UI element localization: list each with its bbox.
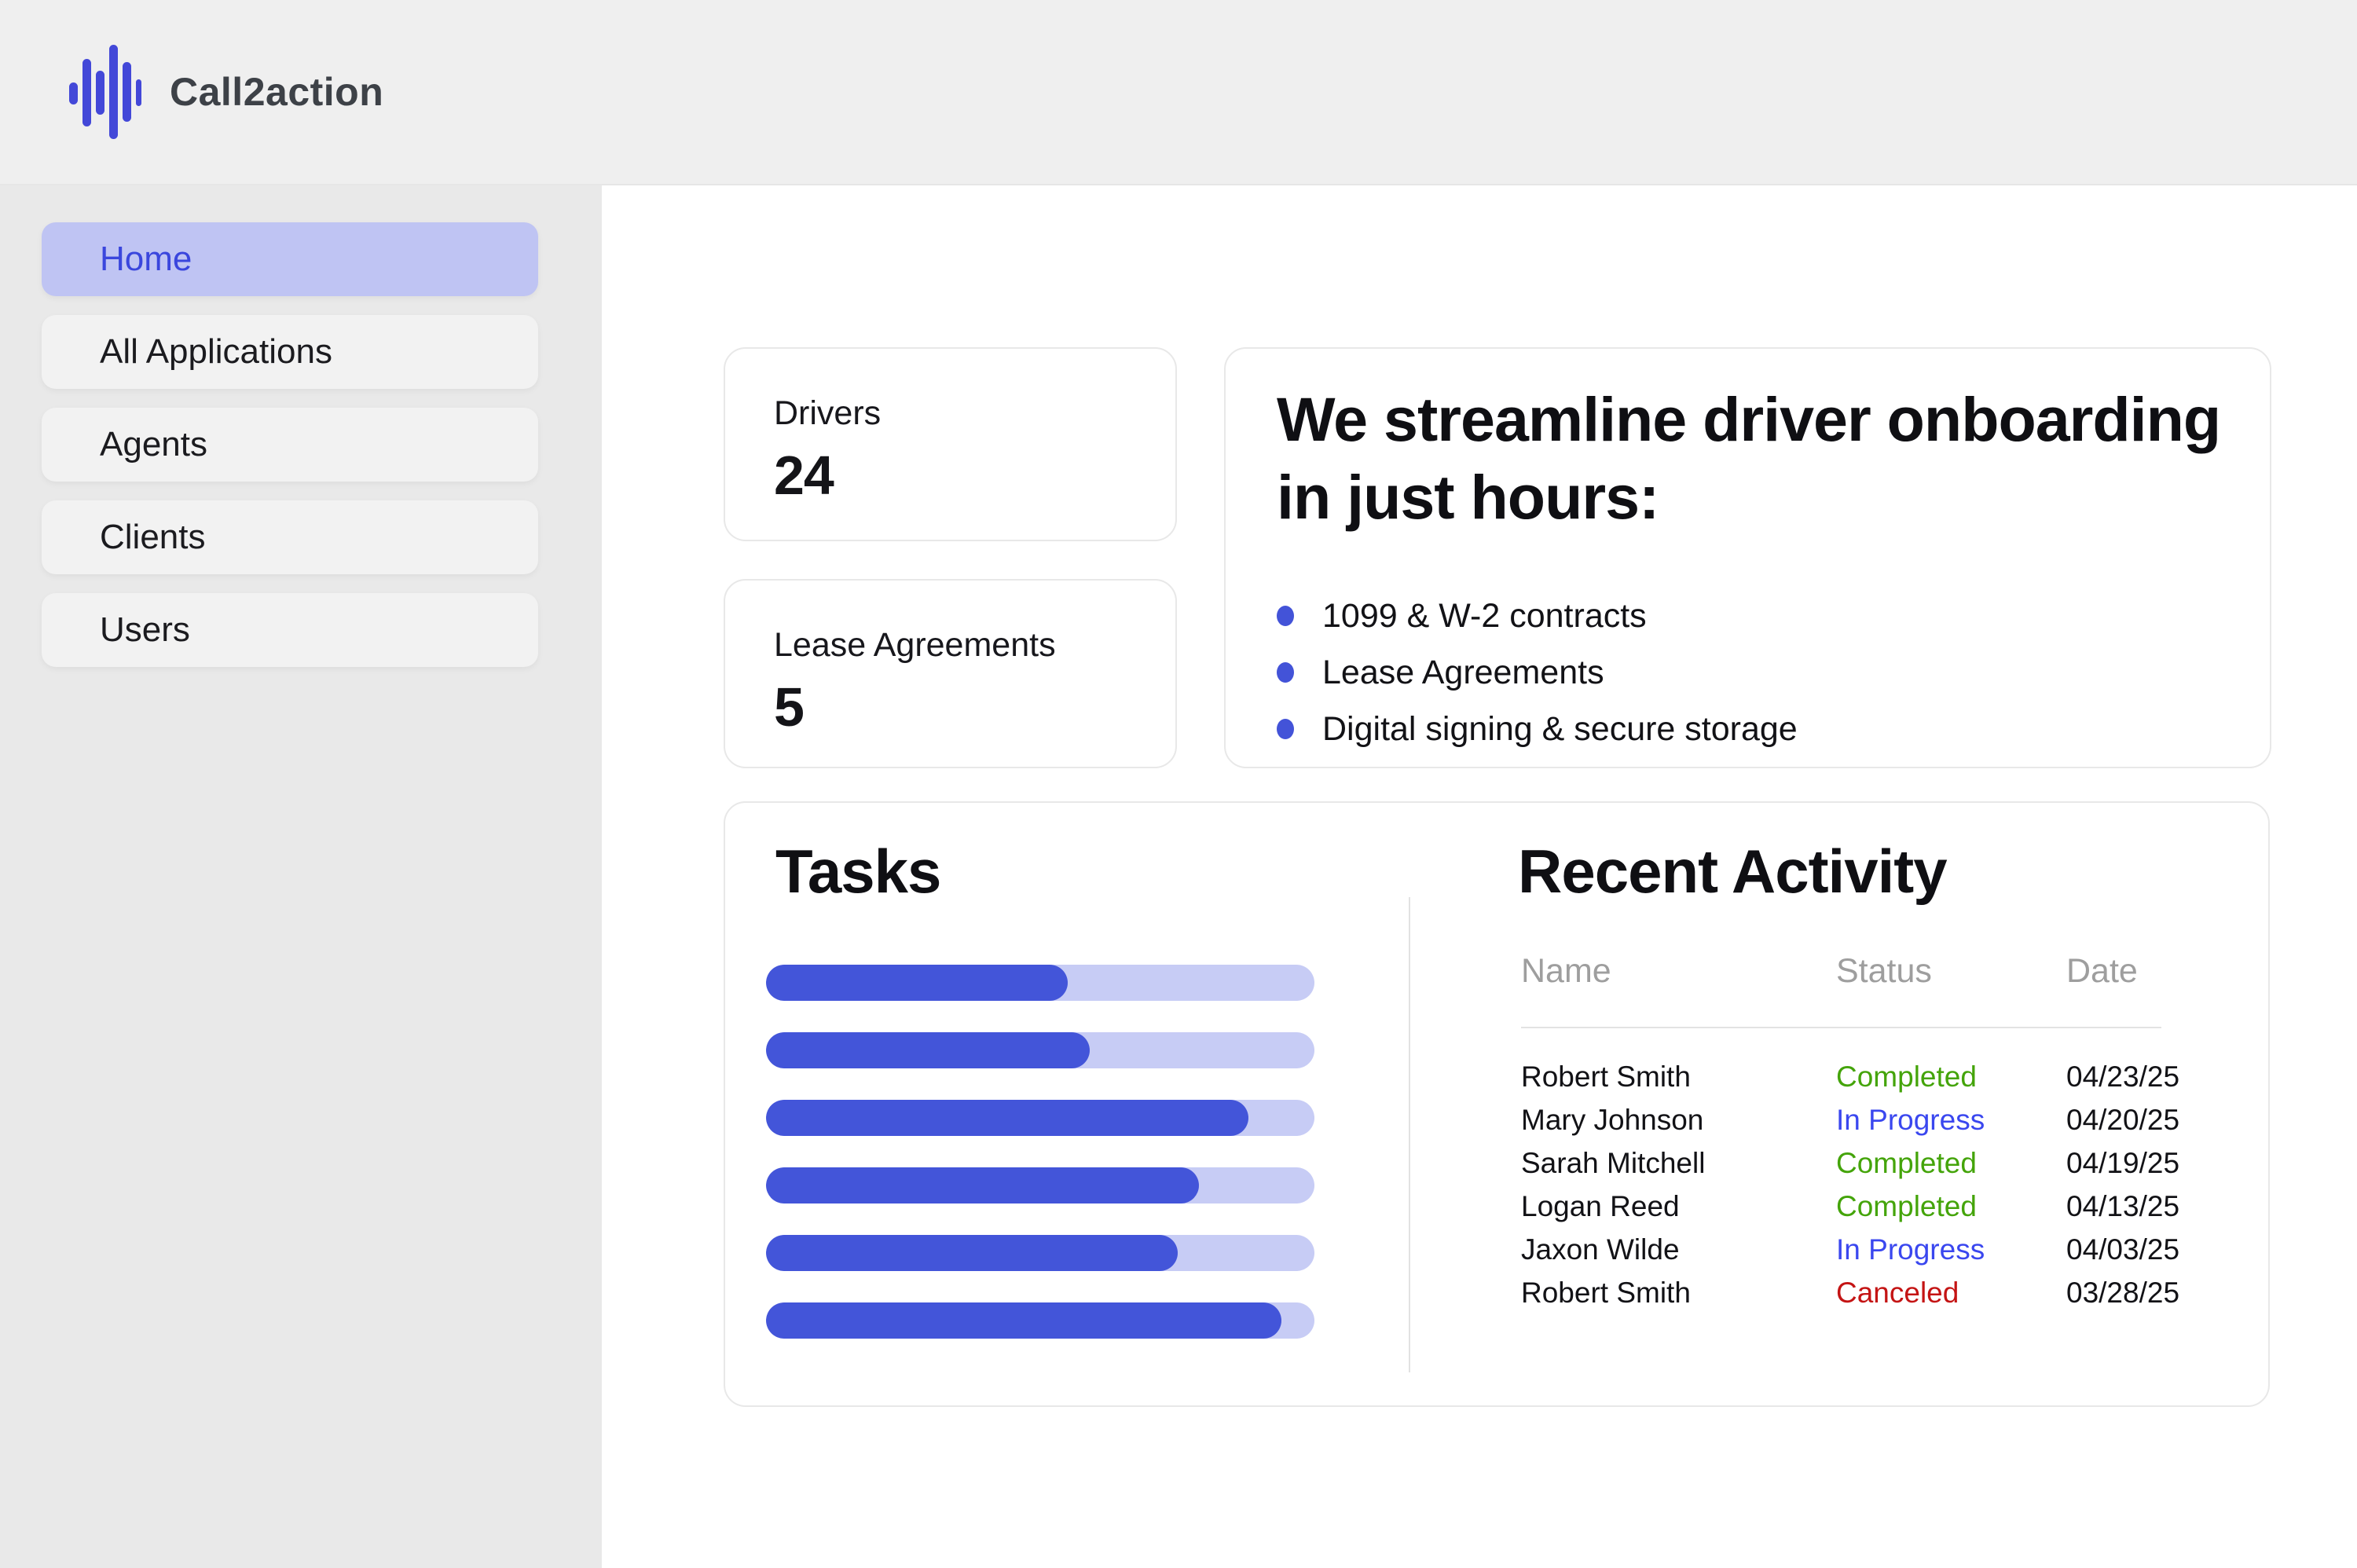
sidebar-item-label: Agents	[100, 425, 207, 463]
sidebar-item-agents[interactable]: Agents	[42, 408, 538, 482]
bullet-text: Digital signing & secure storage	[1322, 709, 1798, 748]
sidebar-item-label: Users	[100, 610, 190, 649]
task-progress-bar	[766, 1100, 1314, 1136]
bullet-dot-icon	[1277, 719, 1294, 739]
column-header-name: Name	[1521, 952, 1611, 990]
lease-agreements-count: 5	[774, 676, 805, 738]
panel-divider	[1409, 897, 1410, 1372]
drivers-label: Drivers	[774, 394, 882, 432]
brand-name: Call2action	[170, 70, 384, 114]
hero-title: We streamline driver onboarding in just …	[1277, 380, 2270, 536]
recent-activity-title: Recent Activity	[1518, 837, 1948, 906]
tasks-activity-card: Tasks Recent Activity	[724, 801, 2270, 1407]
sidebar-item-all-applications[interactable]: All Applications	[42, 315, 538, 389]
hero-title-line1: We streamline driver onboarding	[1277, 384, 2221, 454]
task-progress-fill	[766, 965, 1068, 1001]
cell-date: 04/20/25	[2066, 1103, 2180, 1136]
cell-date: 04/03/25	[2066, 1233, 2180, 1266]
status-badge: In Progress	[1836, 1103, 1985, 1136]
hero-title-line2: in just hours:	[1277, 462, 1659, 532]
lease-agreements-label: Lease Agreements	[774, 626, 1056, 664]
column-header-status: Status	[1836, 952, 1932, 990]
cell-name: Mary Johnson	[1521, 1103, 1704, 1136]
task-progress-fill	[766, 1235, 1178, 1271]
task-progress-fill	[766, 1100, 1249, 1136]
cell-name: Logan Reed	[1521, 1189, 1680, 1222]
cell-name: Sarah Mitchell	[1521, 1146, 1706, 1179]
column-header-date: Date	[2066, 952, 2138, 990]
drivers-stat-card: Drivers 24	[724, 347, 1177, 541]
table-row: Robert Smith Completed 04/23/25	[1521, 1055, 2180, 1098]
cell-date: 04/23/25	[2066, 1060, 2180, 1093]
lease-agreements-stat-card: Lease Agreements 5	[724, 579, 1177, 768]
list-item: 1099 & W-2 contracts	[1277, 588, 2270, 644]
task-progress-fill	[766, 1032, 1090, 1068]
onboarding-hero-card: We streamline driver onboarding in just …	[1224, 347, 2271, 768]
task-progress-fill	[766, 1302, 1282, 1339]
bullet-text: Lease Agreements	[1322, 653, 1604, 691]
task-progress-bar	[766, 965, 1314, 1001]
cell-name: Robert Smith	[1521, 1060, 1691, 1093]
task-progress-bar	[766, 1235, 1314, 1271]
table-header-row: Name Status Date	[1521, 952, 2161, 991]
list-item: Lease Agreements	[1277, 644, 2270, 701]
cell-name: Jaxon Wilde	[1521, 1233, 1680, 1266]
table-header-rule	[1521, 1027, 2161, 1028]
table-row: Jaxon Wilde In Progress 04/03/25	[1521, 1228, 2180, 1271]
task-progress-fill	[766, 1167, 1200, 1203]
sidebar: Home All Applications Agents Clients Use…	[0, 185, 602, 1568]
bullet-dot-icon	[1277, 606, 1294, 626]
task-progress-bar	[766, 1032, 1314, 1068]
sidebar-item-label: All Applications	[100, 332, 332, 371]
bullet-text: 1099 & W-2 contracts	[1322, 596, 1647, 635]
brand: Call2action	[69, 0, 383, 184]
bullet-dot-icon	[1277, 662, 1294, 683]
status-badge: Completed	[1836, 1189, 1977, 1222]
sidebar-item-clients[interactable]: Clients	[42, 500, 538, 574]
tasks-title: Tasks	[775, 837, 941, 906]
list-item: Digital signing & secure storage	[1277, 701, 2270, 757]
app-header: Call2action	[0, 0, 2357, 185]
table-row: Mary Johnson In Progress 04/20/25	[1521, 1098, 2180, 1141]
sidebar-item-label: Home	[100, 240, 192, 278]
status-badge: Completed	[1836, 1146, 1977, 1179]
sidebar-item-label: Clients	[100, 518, 206, 556]
task-progress-bar	[766, 1302, 1314, 1339]
table-row: Logan Reed Completed 04/13/25	[1521, 1185, 2180, 1228]
status-badge: Canceled	[1836, 1276, 1959, 1309]
status-badge: Completed	[1836, 1060, 1977, 1093]
task-progress-bar	[766, 1167, 1314, 1203]
cell-date: 04/19/25	[2066, 1146, 2180, 1179]
sidebar-item-home[interactable]: Home	[42, 222, 538, 296]
status-badge: In Progress	[1836, 1233, 1985, 1266]
hero-bullet-list: 1099 & W-2 contracts Lease Agreements Di…	[1277, 588, 2270, 757]
soundwave-logo-icon	[69, 45, 141, 139]
cell-date: 03/28/25	[2066, 1276, 2180, 1309]
drivers-count: 24	[774, 445, 834, 506]
table-row: Sarah Mitchell Completed 04/19/25	[1521, 1141, 2180, 1185]
recent-activity-table: Name Status Date Robert Smith Completed …	[1521, 952, 2180, 1314]
sidebar-item-users[interactable]: Users	[42, 593, 538, 667]
table-row: Robert Smith Canceled 03/28/25	[1521, 1271, 2180, 1314]
cell-name: Robert Smith	[1521, 1276, 1691, 1309]
task-progress-list	[766, 965, 1314, 1370]
cell-date: 04/13/25	[2066, 1189, 2180, 1222]
